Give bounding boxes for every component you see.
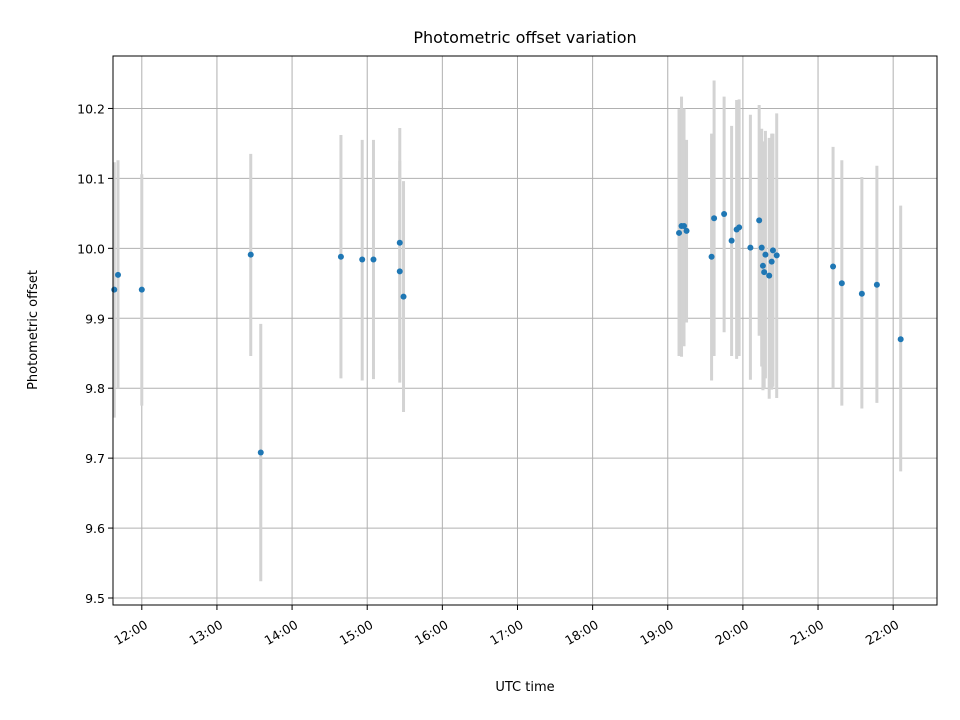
data-point [762,251,769,258]
x-axis-label: UTC time [495,680,554,695]
x-tick-label: 13:00 [187,617,226,648]
x-gridlines [141,56,894,605]
data-point [115,271,122,278]
chart-title: Photometric offset variation [413,28,636,47]
y-gridlines [113,107,937,599]
data-point [708,253,715,260]
data-point [728,237,735,244]
y-tick-label: 9.9 [85,311,105,326]
data-point [756,217,763,224]
x-tick-label: 16:00 [412,617,451,648]
data-point [337,253,344,260]
data-point [257,449,264,456]
x-tick-label: 19:00 [637,617,676,648]
data-point [111,286,118,293]
data-point [396,239,403,246]
data-point [370,256,377,263]
data-point [897,336,904,343]
data-point [761,269,768,276]
data-point [711,215,718,222]
data-point [683,227,690,234]
x-tick-label: 20:00 [712,617,751,648]
y-tick-label: 9.6 [85,521,105,536]
x-tick-label: 22:00 [863,617,902,648]
x-tick-label: 21:00 [788,617,827,648]
data-point [830,263,837,270]
y-tick-label: 9.8 [85,381,105,396]
data-point [138,286,145,293]
data-point [768,258,775,265]
y-tick-label: 10.1 [77,171,105,186]
data-point [681,222,688,229]
data-point [759,262,766,269]
data-point [766,272,773,279]
y-tick-label: 9.7 [85,451,105,466]
x-tick-label: 12:00 [111,617,150,648]
x-tick-label: 15:00 [337,617,376,648]
data-point [838,280,845,287]
y-axis-ticks: 9.5 9.6 9.7 9.8 9.9 10.0 10.1 10.2 [77,101,113,606]
data-point [858,290,865,297]
data-point [396,268,403,275]
x-tick-label: 14:00 [262,617,301,648]
data-point [676,229,683,236]
y-axis-label: Photometric offset [26,270,41,390]
x-tick-label: 18:00 [562,617,601,648]
data-point [400,293,407,300]
data-point [758,244,765,251]
data-point [773,252,780,259]
data-point [747,244,754,251]
y-tick-label: 9.5 [85,591,105,606]
data-point [359,256,366,263]
data-point [769,247,776,254]
y-tick-label: 10.2 [77,101,105,116]
data-point [721,211,728,218]
data-points [111,211,904,456]
data-point [736,224,743,231]
y-tick-label: 10.0 [77,241,105,256]
data-point [873,281,880,288]
x-tick-label: 17:00 [487,617,526,648]
data-point [247,251,254,258]
error-bars [112,80,903,582]
plot-frame [112,55,938,606]
x-axis-ticks: 12:00 13:00 14:00 15:00 16:00 17:00 18:00 19:00… [111,605,902,648]
